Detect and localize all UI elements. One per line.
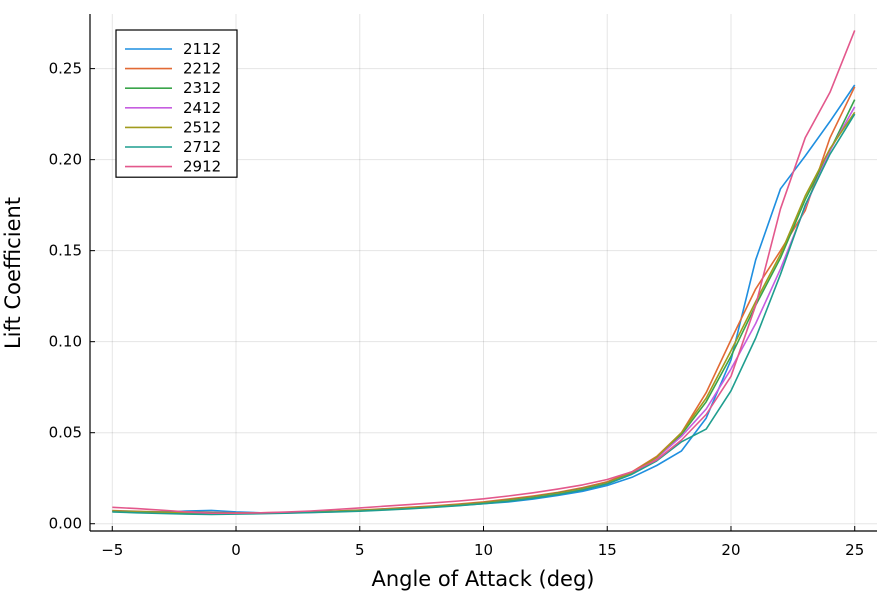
legend-label: 2112 xyxy=(183,40,221,58)
x-tick-label: 20 xyxy=(721,541,740,559)
x-tick-label: 25 xyxy=(845,541,864,559)
y-axis-title: Lift Coefficient xyxy=(1,197,25,349)
legend-label: 2312 xyxy=(183,79,221,97)
y-tick-label: 0.05 xyxy=(49,424,82,442)
x-tick-label: 5 xyxy=(355,541,365,559)
x-tick-label: 0 xyxy=(231,541,241,559)
legend-box xyxy=(115,29,238,178)
legend-label: 2912 xyxy=(183,158,221,176)
x-tick-label: 10 xyxy=(474,541,493,559)
y-tick-label: 0.25 xyxy=(49,60,82,78)
series-line-2712 xyxy=(112,113,856,516)
series-line-2912 xyxy=(112,30,856,515)
series-layer xyxy=(112,30,856,516)
y-axis-ticks: 0.00 0.05 0.10 0.15 0.20 0.25 xyxy=(49,60,95,533)
legend-label: 2712 xyxy=(183,138,221,156)
y-tick-label: 0.15 xyxy=(49,242,82,260)
y-tick-label: 0.00 xyxy=(49,515,82,533)
legend-label: 2512 xyxy=(183,118,221,136)
x-tick-label: −5 xyxy=(101,541,123,559)
y-tick-label: 0.20 xyxy=(49,151,82,169)
x-axis-title: Angle of Attack (deg) xyxy=(371,567,594,591)
x-axis-ticks: −5 0 5 10 15 20 25 xyxy=(101,526,864,559)
legend-label: 2212 xyxy=(183,60,221,78)
legend-label: 2412 xyxy=(183,99,221,117)
y-tick-label: 0.10 xyxy=(49,333,82,351)
x-tick-label: 15 xyxy=(598,541,617,559)
